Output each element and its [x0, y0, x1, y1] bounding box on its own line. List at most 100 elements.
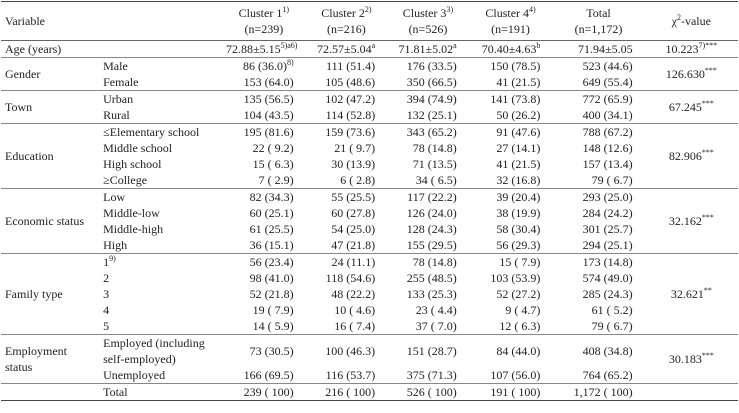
table-cell: 2	[91, 270, 222, 286]
cell-text: 1,172 ( 100)	[573, 385, 633, 399]
table-cell: 523 (44.6)	[552, 58, 644, 75]
table-cell: 82.906***	[644, 123, 738, 189]
cell-text: 55 (25.5)	[331, 190, 376, 204]
table-cell: 159 (73.6)	[306, 124, 388, 141]
data-row: Economic status Low 82 (34.3) 55 (25.5) 117 …	[1, 188, 738, 254]
table-cell: 5	[91, 318, 222, 335]
table-cell: Male	[91, 58, 222, 75]
table-cell: 72.88±5.155)a6)	[222, 40, 306, 58]
table-cell: 55 (25.5)	[306, 189, 388, 206]
header-row: Variable Cluster 11) (n=239) Cluster 22) (n=…	[1, 1, 738, 41]
data-row: 4 19 ( 7.9) 10 ( 4.6) 23 ( 4.4) 9 ( 4.7) 61 (…	[1, 302, 738, 318]
table-cell: Total (n=1,172)	[552, 1, 645, 41]
table-cell: Middle school	[91, 140, 222, 156]
cell-subtext: (n=239)	[244, 22, 284, 36]
table-cell: 191 ( 100)	[468, 383, 553, 401]
table-cell: 19 ( 7.9)	[222, 302, 306, 318]
table-cell: 21 ( 9.7)	[306, 140, 388, 156]
table-cell: 117 (22.2)	[387, 189, 469, 206]
cell-text: 32.162	[668, 214, 702, 228]
table-cell: 67.245***	[644, 90, 738, 124]
table-cell: 79 ( 6.7)	[552, 318, 645, 335]
cell-text: Rural	[103, 108, 130, 122]
cell-text: 117 (22.2)	[407, 190, 457, 204]
cell-text: 52 (27.2)	[496, 287, 541, 301]
cell-text: 58 (30.4)	[496, 222, 541, 236]
cell-text: 3	[103, 287, 110, 301]
table-cell: 52 (21.8)	[222, 286, 306, 302]
cell-text: 394 (74.9)	[406, 92, 457, 106]
superscript: b	[536, 41, 541, 50]
table-cell: Town	[1, 90, 92, 124]
table-cell: Low	[91, 189, 222, 206]
table-cell: 216 ( 100)	[305, 383, 388, 401]
table-cell: 82 (34.3)	[222, 189, 306, 206]
table-cell: 135 (56.5)	[222, 91, 306, 108]
cell-text: 22 ( 9.2)	[252, 141, 294, 155]
table-cell: 394 (74.9)	[387, 91, 469, 108]
table-cell: 91 (47.6)	[469, 124, 553, 141]
superscript: 3)	[446, 5, 454, 14]
cell-text: Unemployed	[103, 368, 166, 382]
cell-text: Town	[5, 100, 33, 114]
superscript: ***	[701, 351, 714, 360]
table-cell: 38 (19.9)	[469, 205, 553, 221]
total-row: Total 239 ( 100) 216 ( 100) 526 ( 100) 191 (…	[1, 383, 738, 401]
cell-text: 67.245	[668, 100, 702, 114]
data-row: Middle-low 60 (25.1) 60 (27.8) 126 (24.0) 38…	[1, 205, 738, 221]
cell-text: 71.81±5.02	[398, 42, 454, 56]
table-cell: 32 (16.8)	[468, 172, 553, 189]
cell-text: 6 ( 2.8)	[340, 173, 376, 187]
cell-text: 141 (73.8)	[490, 92, 541, 106]
cell-text: 54 (25.0)	[331, 222, 376, 236]
table-cell: 15 ( 6.3)	[222, 156, 306, 172]
table-cell: 116 (53.7)	[305, 367, 388, 384]
cell-text: 41 (21.5)	[496, 157, 541, 171]
cell-text: 103 (53.9)	[490, 271, 541, 285]
table-cell: 114 (52.8)	[305, 107, 388, 124]
table-cell: 104 (43.5)	[222, 107, 306, 124]
cell-text: 52 (21.8)	[249, 287, 294, 301]
cell-text: Total	[586, 6, 611, 20]
cell-text: 38 (19.9)	[496, 206, 541, 220]
table-cell: 148 (12.6)	[552, 140, 644, 156]
cell-text: 19 ( 7.9)	[252, 303, 294, 317]
cell-text: 98 (41.0)	[249, 271, 294, 285]
cell-text: χ	[671, 14, 677, 28]
table-cell: Total	[91, 383, 222, 401]
cell-text: 195 (81.6)	[243, 125, 294, 139]
cell-text: 27 (14.1)	[496, 141, 541, 155]
table-cell: Middle-low	[91, 205, 222, 221]
table-cell: 375 (71.3)	[387, 367, 469, 384]
table-cell: 1,172 ( 100)	[552, 383, 645, 401]
table-cell: 24 (11.1)	[306, 254, 388, 271]
table-cell: 153 (64.0)	[222, 74, 306, 91]
cell-text: 79 ( 6.7)	[591, 173, 633, 187]
cell-text: 151 (28.7)	[406, 344, 457, 358]
cell-text: 12 ( 6.3)	[499, 319, 541, 333]
table-cell: 343 (65.2)	[387, 124, 469, 141]
cell-suffix: -value	[680, 14, 711, 28]
cell-text: 23 ( 4.4)	[415, 303, 457, 317]
cell-text: 86 (36.0)	[243, 59, 287, 73]
table-cell: 22 ( 9.2)	[222, 140, 306, 156]
table-cell: 350 (66.5)	[387, 74, 469, 91]
cell-text: Urban	[103, 92, 134, 106]
cell-text: 84 (44.0)	[496, 344, 541, 358]
table-cell: 6 ( 2.8)	[305, 172, 388, 189]
cell-text: Cluster 4	[485, 6, 530, 20]
table-cell: 111 (51.4)	[306, 58, 388, 75]
data-row: Town Urban 135 (56.5) 102 (47.2) 394 (74.9) 1…	[1, 90, 738, 124]
cell-text: Male	[103, 59, 128, 73]
cell-text: 30 (13.9)	[331, 157, 376, 171]
table-cell: Cluster 22) (n=216)	[305, 1, 388, 41]
table-cell: χ2-value	[644, 1, 738, 41]
age-row: Age (years) 72.88±5.155)a6) 72.57±5.04a 71.…	[1, 40, 738, 58]
table-cell: 71.81±5.02a	[387, 40, 469, 58]
table-cell: 7 ( 2.9)	[222, 172, 306, 189]
cell-text: 343 (65.2)	[406, 125, 457, 139]
cell-text: 166 (69.5)	[243, 368, 294, 382]
cell-text: 100 (46.3)	[325, 344, 376, 358]
cell-text: 400 (34.1)	[582, 108, 633, 122]
